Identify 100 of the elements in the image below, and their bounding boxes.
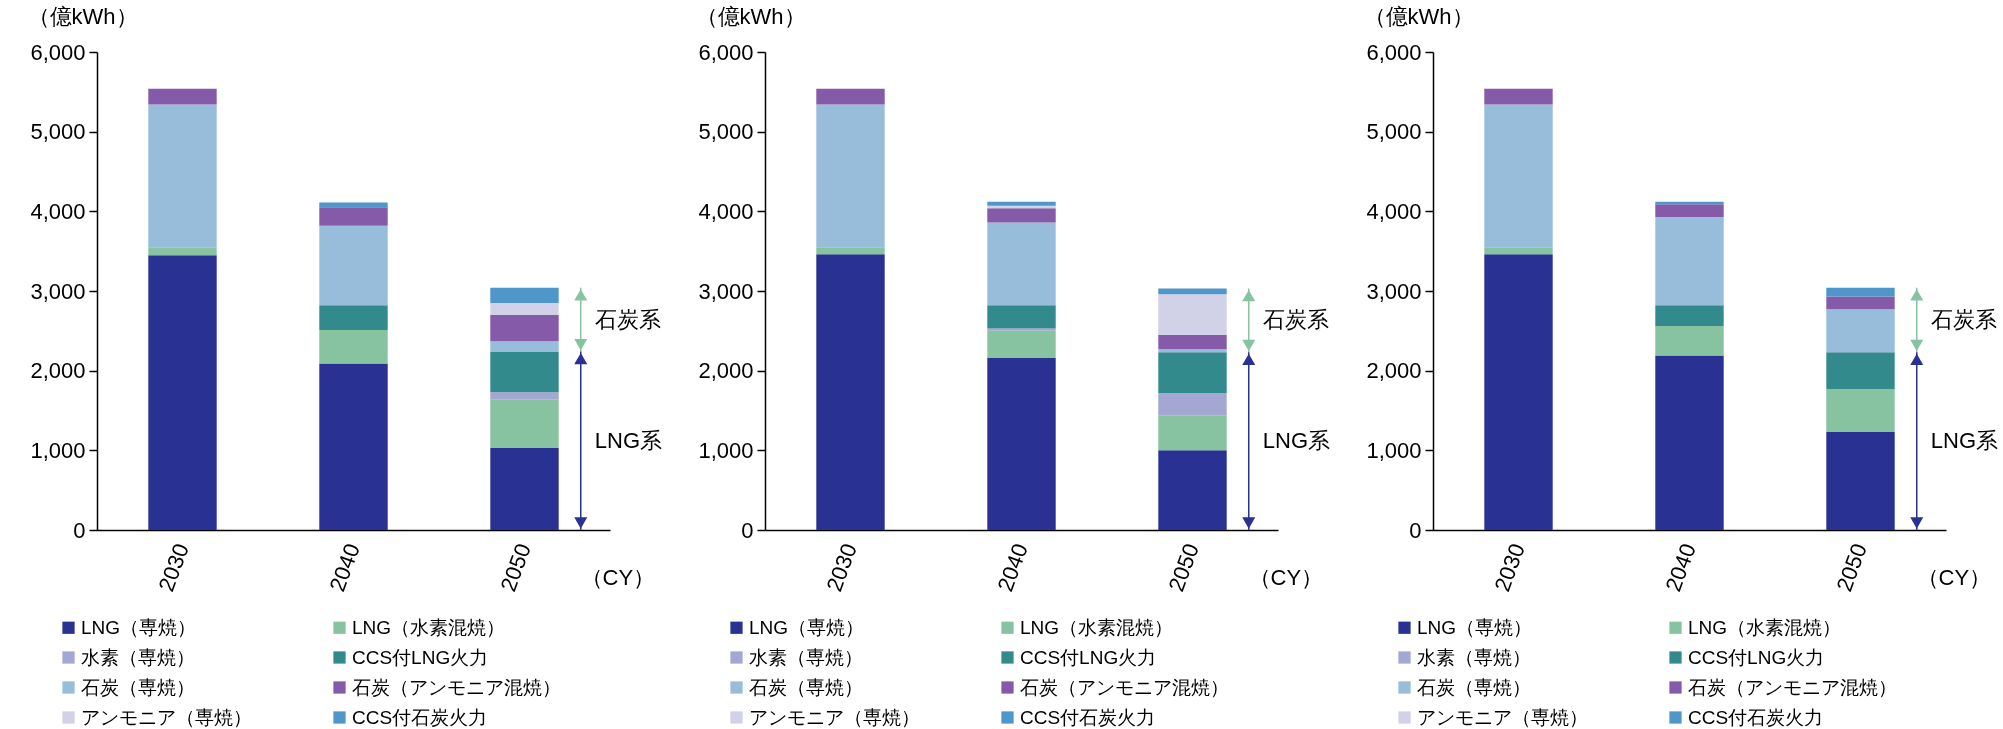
bar <box>1158 352 1227 393</box>
legend-label: LNG（水素混焼） <box>1020 616 1174 638</box>
legend-label: CCS付LNG火力 <box>352 646 489 668</box>
legend-label: アンモニア（専焼） <box>749 706 920 728</box>
legend-label: LNG（水素混焼） <box>352 616 506 638</box>
y-tick-label: 0 <box>1409 517 1422 543</box>
bar <box>319 330 388 364</box>
bar <box>816 247 885 255</box>
bar <box>1158 349 1227 353</box>
bar <box>987 330 1056 358</box>
bar <box>148 104 217 248</box>
y-tick-label: 0 <box>73 517 86 543</box>
x-tick-label: 2050 <box>1831 540 1872 595</box>
x-axis-title: （CY） <box>580 564 656 590</box>
bar <box>1826 309 1895 353</box>
legend-label: アンモニア（専焼） <box>81 706 252 728</box>
legend-label: LNG（専焼） <box>1417 616 1533 638</box>
x-tick-label: 2040 <box>324 540 365 595</box>
annotation: 石炭系 <box>1930 307 1997 333</box>
y-axis-title: （億kWh） <box>1363 3 1474 29</box>
annotation: 石炭系 <box>1262 307 1329 333</box>
annotation: LNG系 <box>594 427 663 453</box>
y-tick-label: 4,000 <box>698 198 754 224</box>
bar <box>1158 294 1227 335</box>
y-tick-label: 6,000 <box>1366 39 1422 65</box>
bar <box>319 225 388 306</box>
y-tick-label: 2,000 <box>1366 358 1422 384</box>
x-tick-label: 2030 <box>821 540 862 595</box>
bar <box>987 222 1056 306</box>
legend-label: 石炭（専焼） <box>81 676 195 698</box>
annotation: LNG系 <box>1930 428 1999 454</box>
legend-label: 石炭（アンモニア混焼） <box>1688 676 1897 698</box>
y-tick-label: 1,000 <box>1366 437 1422 463</box>
bar <box>490 392 559 400</box>
annotation: 石炭系 <box>594 306 661 332</box>
bar <box>1484 247 1553 255</box>
bar <box>1826 388 1895 433</box>
bar <box>1158 450 1227 530</box>
legend-label: アンモニア（専焼） <box>1417 706 1588 728</box>
legend-label: 石炭（アンモニア混焼） <box>352 676 561 698</box>
bar <box>987 305 1056 329</box>
bar <box>1484 254 1553 530</box>
bar <box>816 254 885 530</box>
y-tick-label: 3,000 <box>30 278 86 304</box>
x-axis-title: （CY） <box>1916 564 1992 590</box>
bar <box>148 247 217 256</box>
bar <box>1158 415 1227 451</box>
bar <box>148 255 217 530</box>
legend-label: LNG（水素混焼） <box>1688 616 1842 638</box>
y-tick-label: 3,000 <box>1366 278 1422 304</box>
x-tick-label: 2030 <box>153 540 194 595</box>
y-tick-label: 1,000 <box>698 437 754 463</box>
bar <box>490 351 559 393</box>
bar <box>816 88 885 105</box>
legend-label: LNG（専焼） <box>81 616 197 638</box>
y-tick-label: 5,000 <box>1366 119 1422 145</box>
x-tick-label: 2050 <box>495 540 536 595</box>
bar <box>816 104 885 248</box>
annotation: LNG系 <box>1262 428 1331 454</box>
y-tick-label: 6,000 <box>30 39 86 65</box>
legend-label: 石炭（専焼） <box>1417 676 1531 698</box>
y-tick-label: 5,000 <box>698 119 754 145</box>
bar <box>490 314 559 342</box>
legend-label: CCS付石炭火力 <box>352 706 488 728</box>
y-tick-label: 2,000 <box>30 358 86 384</box>
bar <box>1158 288 1227 295</box>
legend-label: 水素（専焼） <box>749 646 863 668</box>
bar <box>1655 305 1724 327</box>
y-tick-label: 3,000 <box>698 278 754 304</box>
y-axis-title: （億kWh） <box>695 3 806 29</box>
bar <box>490 341 559 352</box>
x-tick-label: 2030 <box>1489 540 1530 595</box>
bar <box>319 363 388 530</box>
y-tick-label: 4,000 <box>1366 198 1422 224</box>
y-tick-label: 4,000 <box>30 198 86 224</box>
bar <box>1484 88 1553 105</box>
bar <box>1826 432 1895 530</box>
legend-label: CCS付石炭火力 <box>1020 706 1156 728</box>
bar <box>1826 287 1895 297</box>
bar <box>490 399 559 448</box>
bar <box>987 208 1056 223</box>
bar <box>987 357 1056 530</box>
bar <box>490 302 559 315</box>
bar <box>1826 352 1895 389</box>
bar <box>987 328 1056 331</box>
legend-label: CCS付LNG火力 <box>1020 646 1157 668</box>
y-tick-label: 6,000 <box>698 39 754 65</box>
bar <box>1484 104 1553 248</box>
bar <box>490 287 559 303</box>
bar <box>1655 326 1724 356</box>
bar <box>319 305 388 331</box>
legend-label: 石炭（アンモニア混焼） <box>1020 676 1229 698</box>
legend-label: 水素（専焼） <box>1417 646 1531 668</box>
bar <box>1158 334 1227 350</box>
legend-label: CCS付石炭火力 <box>1688 706 1824 728</box>
y-tick-label: 0 <box>741 517 754 543</box>
bar <box>148 88 217 105</box>
legend-label: 水素（専焼） <box>81 646 195 668</box>
bar <box>987 201 1056 206</box>
y-tick-label: 5,000 <box>30 119 86 145</box>
